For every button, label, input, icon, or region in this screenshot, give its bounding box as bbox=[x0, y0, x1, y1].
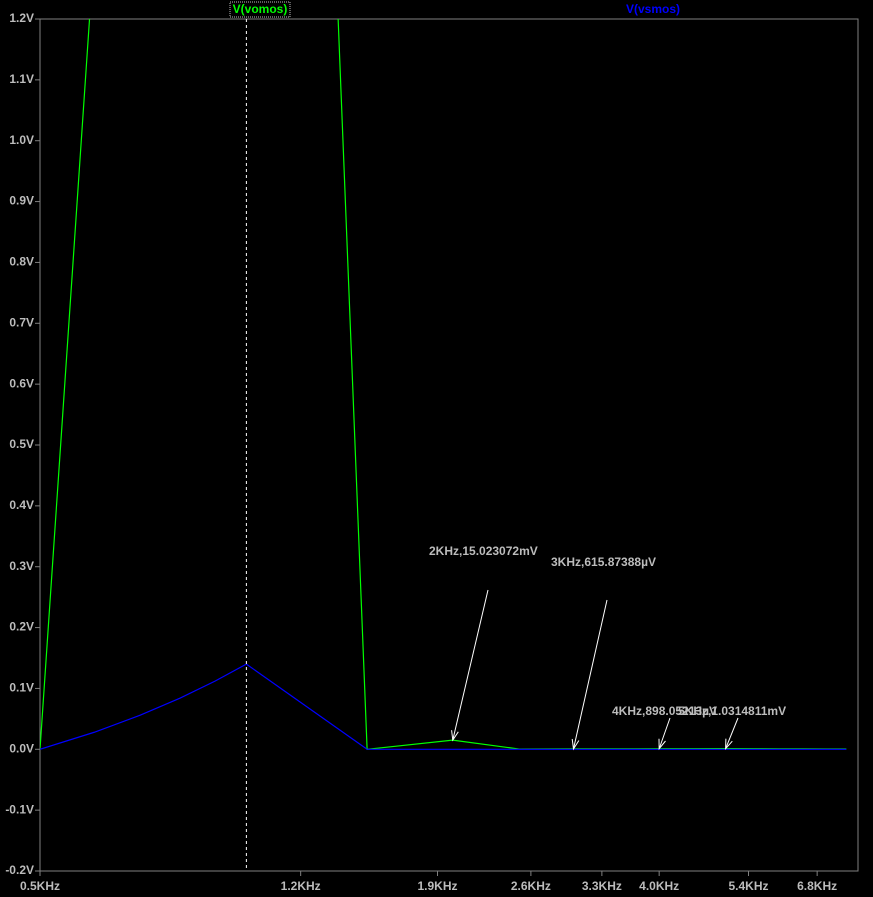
y-tick-label: 1.1V bbox=[9, 72, 34, 86]
y-tick-label: 0.4V bbox=[9, 498, 34, 512]
y-tick-label: 0.9V bbox=[9, 194, 34, 208]
y-tick-label: 0.8V bbox=[9, 255, 34, 269]
plot-area bbox=[40, 19, 847, 750]
legend-entry: V(vsmos) bbox=[626, 2, 680, 16]
annotation-arrow bbox=[725, 717, 739, 749]
y-tick-label: 0.2V bbox=[9, 620, 34, 634]
x-tick-label: 1.2KHz bbox=[281, 879, 321, 893]
x-tick-label: 2.6KHz bbox=[511, 879, 551, 893]
y-tick-label: 0.0V bbox=[9, 741, 34, 755]
annotation-arrowhead bbox=[658, 738, 666, 751]
annotation-arrow bbox=[452, 589, 489, 741]
y-tick-label: -0.1V bbox=[5, 802, 34, 816]
annotation-arrowhead bbox=[451, 730, 459, 742]
annotation-arrow bbox=[573, 599, 608, 750]
legend-entry: V(vomos) bbox=[233, 2, 288, 16]
y-tick-label: 1.0V bbox=[9, 133, 34, 147]
annotation-label: 5KHz,1.0314811mV bbox=[678, 704, 786, 718]
plot-frame bbox=[39, 18, 859, 872]
series-line bbox=[40, 19, 847, 750]
y-tick-label: 0.5V bbox=[9, 437, 34, 451]
annotation-arrowhead bbox=[571, 738, 580, 751]
x-tick-label: 4.0KHz bbox=[639, 879, 679, 893]
y-tick-label: 0.3V bbox=[9, 559, 34, 573]
x-tick-label: 1.9KHz bbox=[417, 879, 457, 893]
x-tick-label: 5.4KHz bbox=[729, 879, 769, 893]
x-tick-label: 3.3KHz bbox=[582, 879, 622, 893]
y-tick-label: 0.1V bbox=[9, 681, 34, 695]
y-tick-label: 0.7V bbox=[9, 315, 34, 329]
annotation-label: 3KHz,615.87388µV bbox=[551, 555, 656, 569]
y-tick-label: 1.2V bbox=[9, 11, 34, 25]
annotation-arrowhead bbox=[725, 738, 733, 751]
x-tick-label: 6.8KHz bbox=[797, 879, 837, 893]
annotation-arrow bbox=[658, 717, 671, 749]
legend-box bbox=[229, 1, 291, 18]
y-tick-label: -0.2V bbox=[5, 863, 34, 877]
y-tick-label: 0.6V bbox=[9, 376, 34, 390]
annotation-label: 2KHz,15.023072mV bbox=[429, 544, 538, 558]
x-tick-label: 0.5KHz bbox=[20, 879, 60, 893]
annotation-label: 4KHz,898.05213µV bbox=[612, 704, 717, 718]
